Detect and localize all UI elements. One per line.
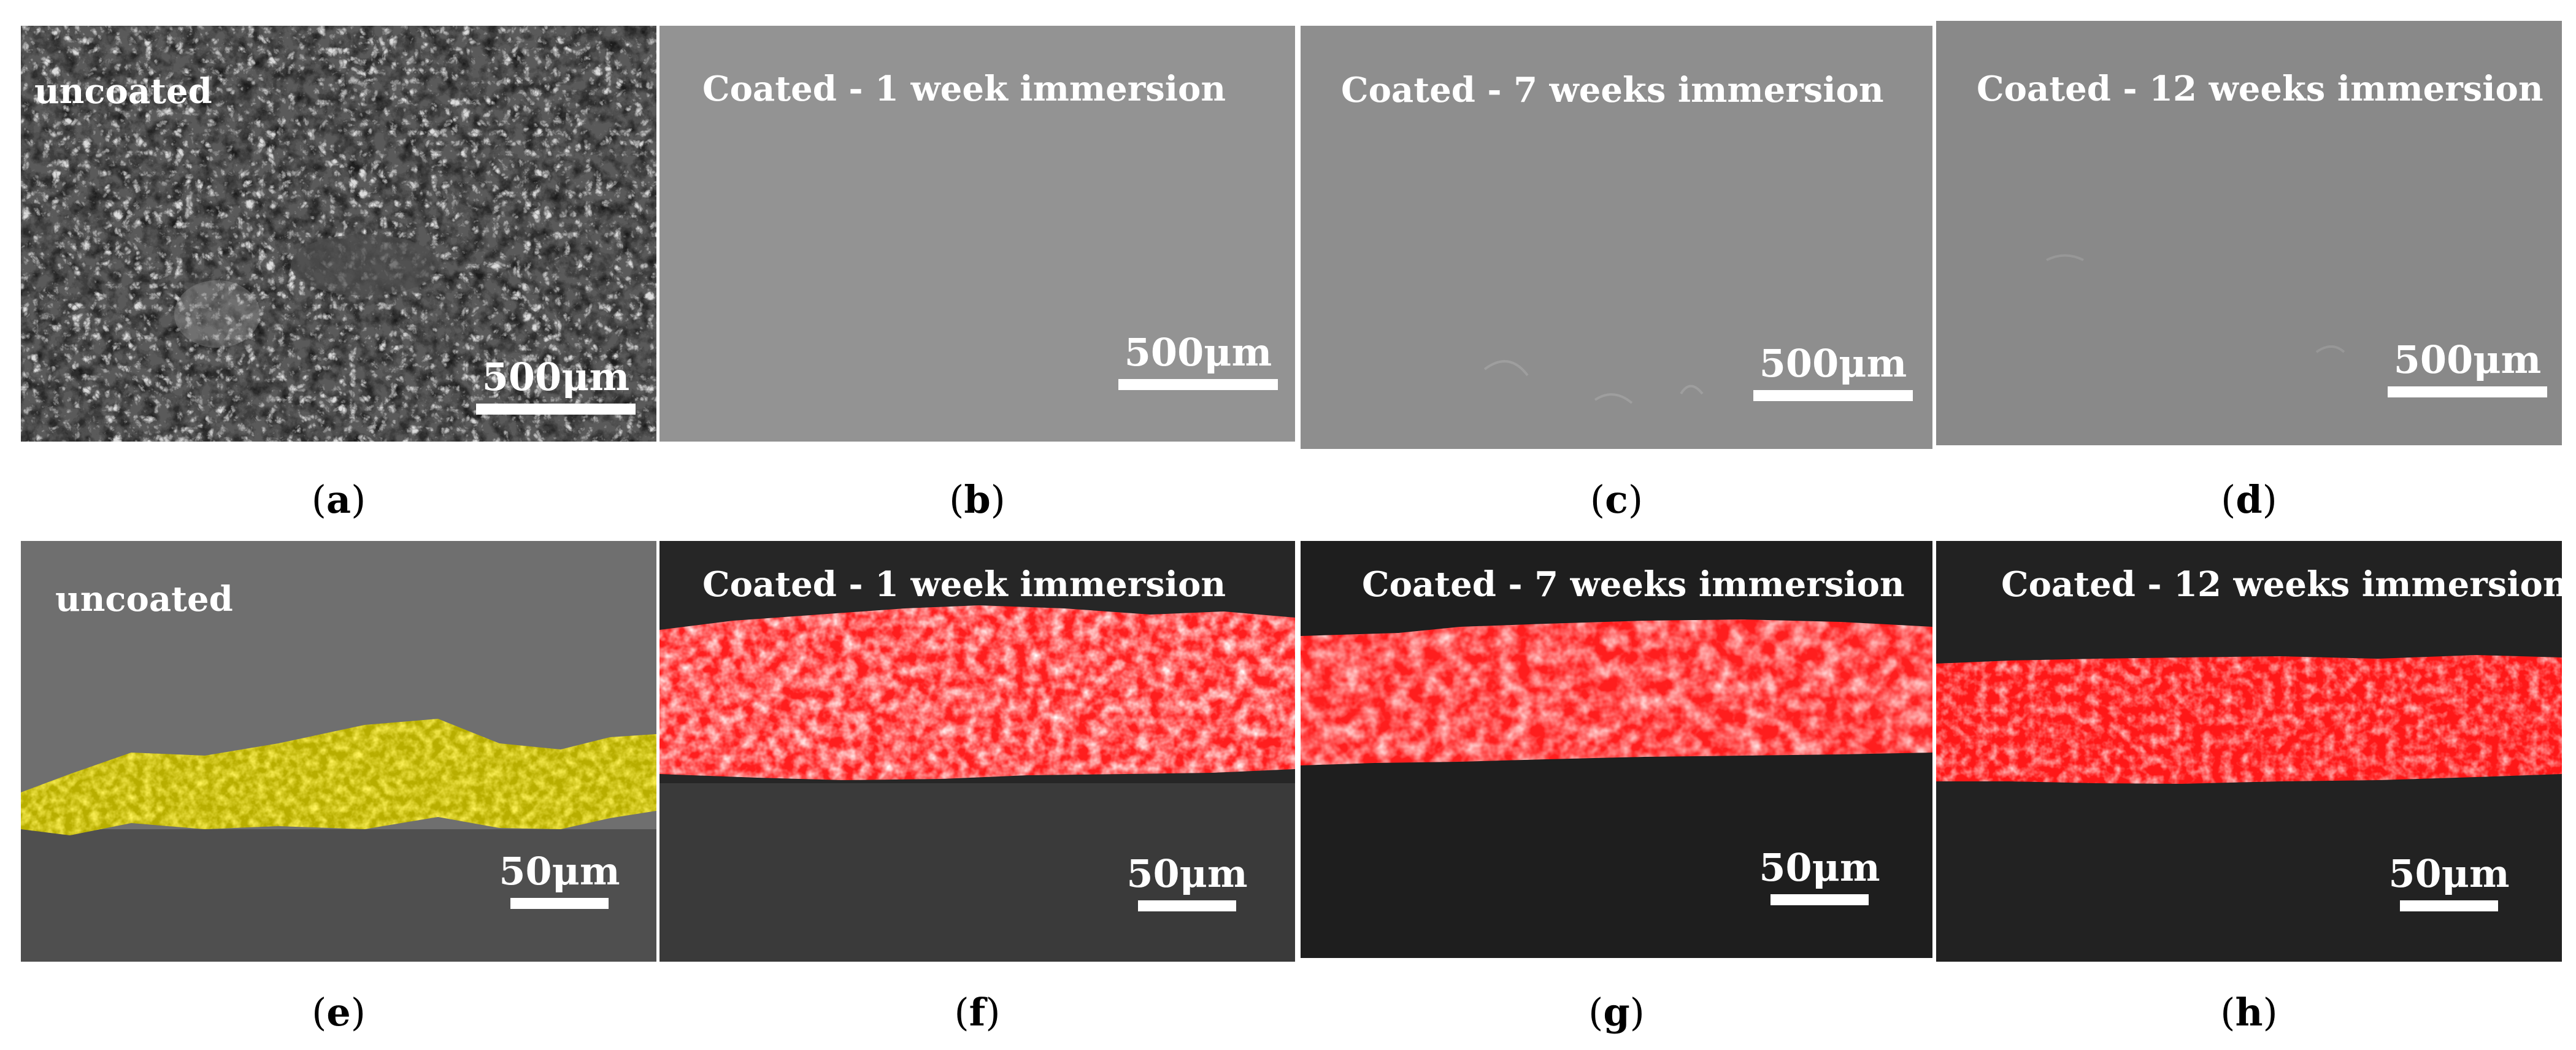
sem-image-c [1301, 26, 1932, 449]
caption-c: (c) [1590, 477, 1644, 522]
panel-a-uncoated-surface: uncoated 500μm [21, 26, 656, 442]
scale-bar: 50μm [1126, 855, 1248, 911]
panel-label: Coated - 1 week immersion [702, 564, 1226, 605]
scale-bar-line [510, 898, 609, 909]
scale-bar: 50μm [2388, 855, 2510, 911]
panel-label: Coated - 1 week immersion [702, 69, 1226, 109]
panel-label: Coated - 7 weeks immersion [1341, 70, 1884, 110]
scale-bar: 500μm [2388, 341, 2547, 397]
scale-bar-text: 500μm [1124, 330, 1272, 375]
scale-bar-text: 500μm [1759, 341, 1907, 386]
caption-a: (a) [311, 477, 366, 522]
scale-bar-text: 50μm [499, 849, 620, 894]
scale-bar: 50μm [1758, 849, 1881, 905]
caption-h: (h) [2220, 990, 2278, 1035]
panel-label: Coated - 7 weeks immersion [1362, 564, 1905, 605]
scale-bar-text: 500μm [2393, 337, 2542, 382]
scale-bar-text: 50μm [1759, 845, 1880, 890]
panel-d-12-weeks-surface: Coated - 12 weeks immersion 500μm [1936, 21, 2562, 445]
caption-d: (d) [2221, 477, 2277, 522]
sem-image-h [1936, 541, 2562, 962]
scale-bar-line [2400, 900, 2498, 911]
scale-bar-text: 50μm [2388, 851, 2510, 896]
scale-bar-line [2388, 386, 2547, 397]
sem-image-a [21, 26, 656, 442]
panel-label: Coated - 12 weeks immersion [2001, 564, 2562, 605]
caption-e: (e) [312, 990, 366, 1035]
scale-bar-text: 50μm [1126, 851, 1248, 896]
panel-label: uncoated [34, 71, 212, 112]
scale-bar-line [1118, 379, 1278, 390]
panel-label: Coated - 12 weeks immersion [1977, 69, 2543, 109]
panel-c-7-weeks-surface: Coated - 7 weeks immersion 500μm [1301, 26, 1932, 449]
panel-e-uncoated-cross-section: uncoated 50μm [21, 541, 656, 962]
scale-bar: 500μm [1753, 345, 1913, 401]
sem-image-f [659, 541, 1295, 962]
panel-b-1-week-surface: Coated - 1 week immersion 500μm [659, 26, 1295, 442]
panel-h-12-weeks-cross-section: Coated - 12 weeks immersion 50μm [1936, 541, 2562, 962]
scale-bar-text: 500μm [482, 354, 630, 399]
scale-bar-line [1138, 900, 1236, 911]
scale-bar-line [1753, 390, 1913, 401]
scale-bar: 500μm [476, 358, 636, 415]
panel-label: uncoated [55, 579, 233, 619]
sem-image-e [21, 541, 656, 962]
panel-g-7-weeks-cross-section: Coated - 7 weeks immersion 50μm [1301, 541, 1932, 958]
caption-f: (f) [954, 990, 1001, 1035]
scale-bar-line [476, 404, 636, 415]
scale-bar: 50μm [498, 853, 621, 909]
sem-image-d [1936, 21, 2562, 445]
panel-f-1-week-cross-section: Coated - 1 week immersion 50μm [659, 541, 1295, 962]
scale-bar: 500μm [1118, 334, 1278, 390]
sem-image-b [659, 26, 1295, 442]
caption-b: (b) [949, 477, 1005, 522]
scale-bar-line [1771, 894, 1869, 905]
caption-g: (g) [1588, 990, 1645, 1035]
sem-image-g [1301, 541, 1932, 958]
